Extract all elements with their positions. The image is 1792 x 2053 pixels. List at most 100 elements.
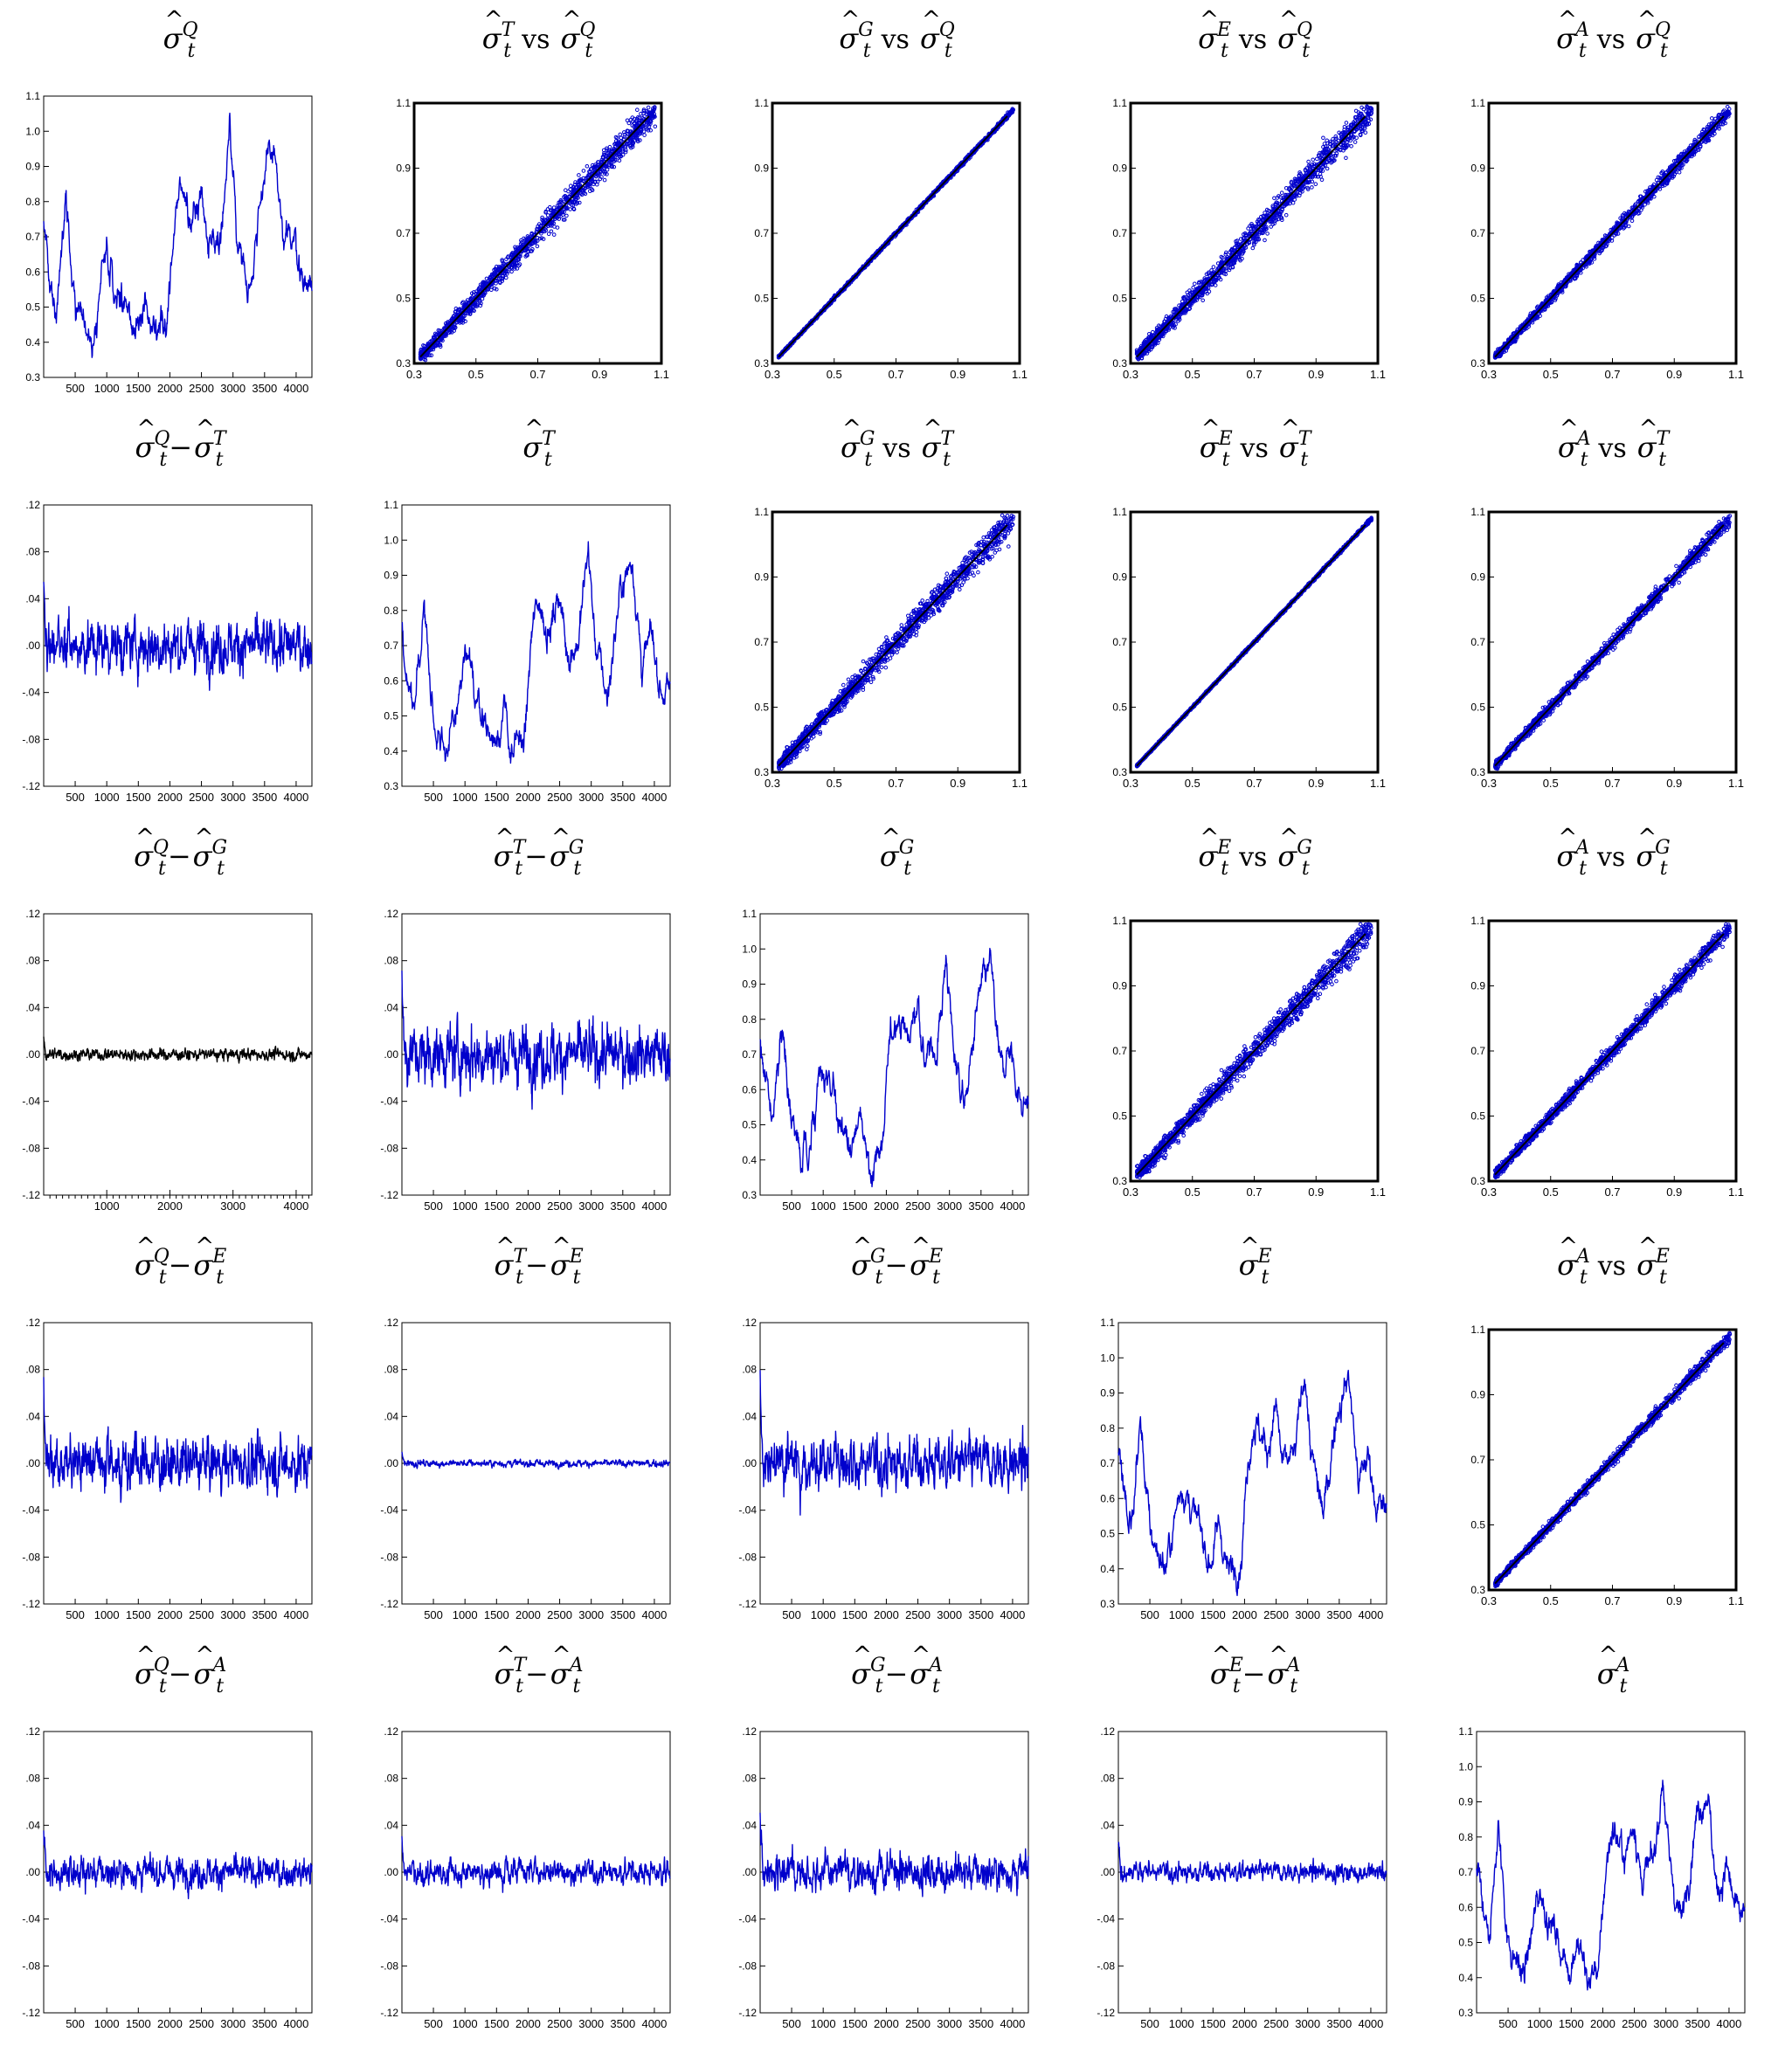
- scatter-point: [630, 119, 635, 124]
- scatter-point: [1221, 271, 1227, 276]
- scatter-point: [603, 171, 607, 176]
- scatter-point: [469, 308, 474, 312]
- x-tick-label: 0.3: [1481, 368, 1497, 381]
- scatter-point: [1353, 108, 1359, 114]
- y-tick-label: 1.1: [25, 90, 40, 102]
- panel-title: ^ σAt vs ^ σQt: [1433, 9, 1791, 61]
- scatter-point: [524, 247, 529, 252]
- scatter-point: [1227, 267, 1232, 273]
- scatter-point: [546, 232, 551, 237]
- scatter-point: [543, 211, 548, 215]
- scatter-point: [626, 141, 631, 145]
- scatter-point: [549, 208, 553, 213]
- x-tick-label: 0.5: [1185, 368, 1200, 381]
- scatter-point: [1224, 250, 1228, 255]
- y-tick-label: 0.9: [1470, 162, 1485, 175]
- scatter-point: [1148, 335, 1152, 340]
- scatter-point: [557, 211, 563, 217]
- scatter-point: [1307, 173, 1311, 177]
- scatter-point: [1324, 156, 1328, 161]
- scatter-point: [838, 289, 843, 294]
- scatter-point: [539, 236, 544, 240]
- scatter-point: [1221, 267, 1226, 273]
- scatter-point: [1290, 197, 1294, 202]
- scatter-point: [1274, 202, 1278, 207]
- scatter-point: [1325, 160, 1330, 165]
- scatter-point: [563, 218, 567, 222]
- scatter-point: [1329, 161, 1333, 165]
- y-tick-label: 0.7: [25, 231, 40, 243]
- scatter-point: [552, 213, 557, 218]
- scatter-point: [540, 215, 544, 220]
- scatter-point: [542, 221, 546, 226]
- scatter-point: [942, 180, 947, 184]
- sigma-hat-term: ^ σGt: [839, 7, 874, 62]
- scatter-point: [1232, 245, 1237, 251]
- scatter-point: [450, 315, 455, 321]
- scatter-point: [1217, 270, 1222, 275]
- scatter-point: [788, 342, 793, 346]
- scatter-point: [558, 197, 564, 203]
- y-tick-label: 0.7: [1470, 227, 1485, 239]
- scatter-point: [605, 163, 609, 169]
- scatter-point: [565, 206, 570, 211]
- scatter-point: [634, 136, 639, 141]
- scatter-point: [1330, 159, 1335, 164]
- x-tick-label: 0.9: [950, 368, 965, 381]
- scatter-point: [1321, 162, 1326, 167]
- scatter-point: [1285, 192, 1290, 197]
- scatter-point: [1354, 135, 1359, 140]
- scatter-point: [545, 213, 550, 218]
- scatter-point: [1146, 335, 1151, 340]
- scatter-point: [465, 298, 470, 302]
- scatter-point: [1249, 229, 1254, 234]
- scatter-point: [447, 328, 453, 332]
- scatter-point: [607, 160, 612, 164]
- scatter-point: [452, 328, 456, 333]
- scatter-point: [652, 112, 657, 116]
- scatter-point: [1160, 334, 1166, 339]
- scatter-point: [1144, 337, 1149, 342]
- scatter-point: [1313, 182, 1318, 186]
- scatter-point: [1185, 301, 1189, 307]
- x-tick-label: 0.3: [765, 368, 780, 381]
- scatter-point: [537, 236, 543, 241]
- scatter-point: [594, 164, 598, 169]
- scatter-point: [1237, 251, 1242, 256]
- scatter-point: [605, 146, 609, 151]
- scatter-point: [648, 128, 654, 133]
- scatter-point: [1168, 315, 1173, 321]
- scatter-point: [990, 129, 995, 135]
- scatter-point: [477, 298, 482, 303]
- scatter-point: [1218, 277, 1223, 282]
- sigma-hat-term: ^ σTt: [481, 7, 515, 62]
- scatter-point: [944, 177, 949, 182]
- scatter-point: [1318, 168, 1324, 173]
- x-tick-label: 1.1: [654, 368, 669, 381]
- scatter-point: [638, 119, 642, 123]
- scatter-point: [529, 238, 534, 242]
- scatter-point: [452, 325, 457, 329]
- scatter-point: [536, 230, 542, 234]
- scatter-point: [1207, 273, 1212, 278]
- scatter-point: [593, 179, 598, 184]
- y-tick-label: 0.3: [25, 371, 40, 384]
- sigma-hat-term: ^ σQt: [1277, 7, 1313, 62]
- estimator-superscript: Q: [938, 19, 955, 41]
- title-relation: vs: [1238, 24, 1268, 55]
- y-tick-label: 1.1: [1112, 97, 1127, 109]
- scatter-point: [1156, 335, 1160, 340]
- scatter-point: [1319, 177, 1325, 183]
- scatter-point: [1280, 201, 1284, 206]
- scatter-point: [1289, 184, 1294, 189]
- y-tick-label: 1.1: [754, 97, 769, 109]
- scatter-point: [1346, 125, 1351, 130]
- scatter-point: [1213, 283, 1218, 287]
- x-tick-label: 0.7: [888, 368, 903, 381]
- scatter-point: [585, 164, 590, 169]
- scatter-point: [1183, 310, 1187, 315]
- scatter-point: [1219, 254, 1224, 259]
- scatter-point: [1303, 168, 1308, 172]
- scatter-point: [546, 224, 550, 229]
- scatter-point: [1272, 196, 1277, 201]
